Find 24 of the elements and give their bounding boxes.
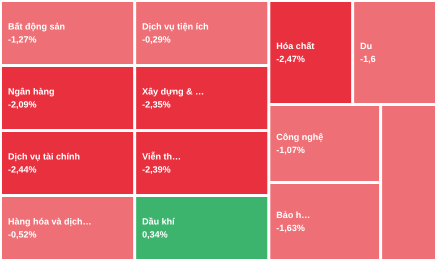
data-label: -0,29% [142, 34, 171, 44]
category-label: Viễn th… [142, 152, 181, 162]
data-label: -1,6 [360, 54, 376, 64]
category-label: Dịch vụ tài chính [8, 152, 80, 162]
data-label: -2,09% [8, 100, 37, 110]
data-label: -2,47% [276, 54, 305, 64]
data-label: -1,07% [276, 145, 305, 155]
category-label: Bất động sản [8, 22, 66, 32]
data-label: -2,39% [142, 164, 171, 174]
data-label: -1,27% [8, 34, 37, 44]
category-label: Dịch vụ tiện ích [142, 22, 209, 32]
data-label: -2,44% [8, 164, 37, 174]
data-label: -0,52% [8, 230, 37, 240]
data-label: -1,63% [276, 223, 305, 233]
data-label: 0,34% [142, 230, 168, 240]
data-label: -2,35% [142, 100, 171, 110]
category-label: Hóa chất [276, 41, 314, 51]
category-label: Công nghệ [276, 132, 324, 142]
category-label: Bảo h… [276, 210, 310, 220]
category-label: Xây dựng & … [142, 86, 204, 96]
category-label: Dầu khí [142, 216, 176, 226]
category-label: Ngân hàng [8, 86, 54, 96]
category-label: Du [360, 41, 372, 51]
category-label: Hàng hóa và dịch… [8, 216, 92, 226]
